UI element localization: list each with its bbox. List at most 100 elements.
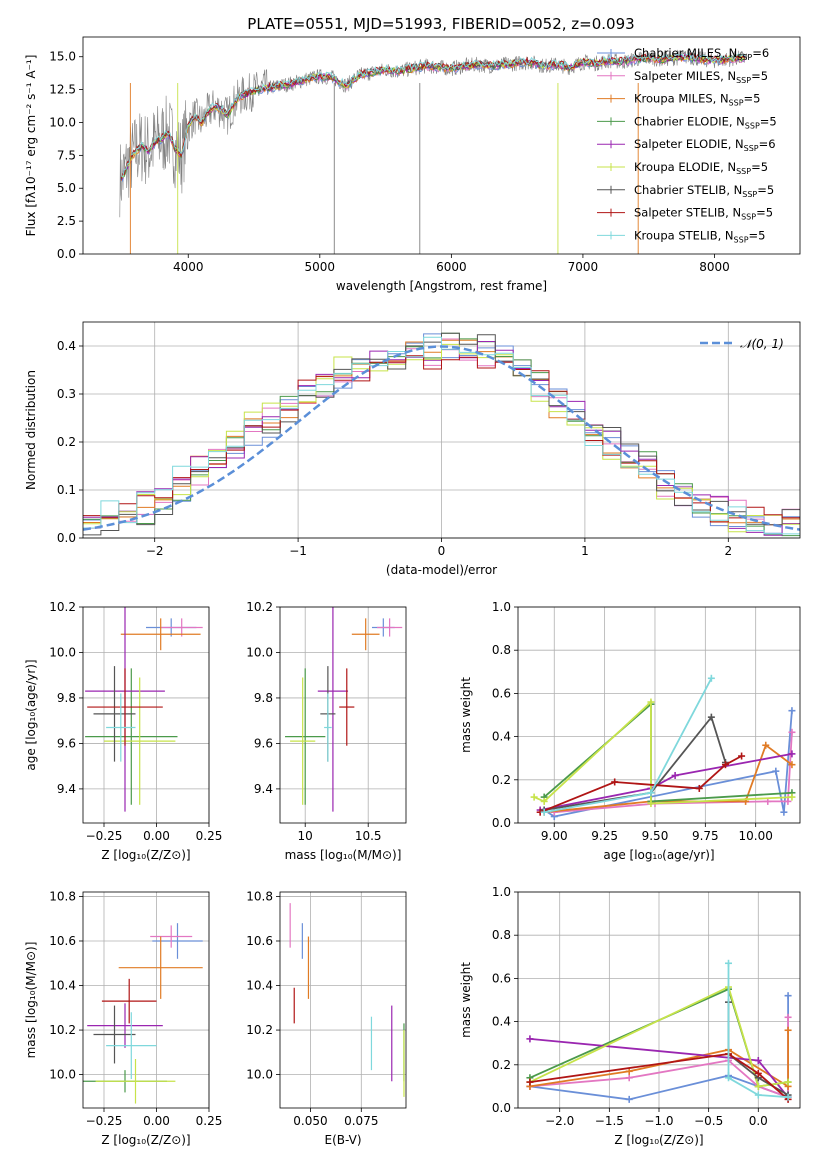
weight-vs-Z-ylabel: mass weight xyxy=(459,962,473,1038)
weight-vs-age-axes: 9.00 9.25 9.50 9.75 10.00 0.0 0.2 0.4 0.6 0.8 1.0 a… xyxy=(459,600,801,862)
errorbar-point xyxy=(290,677,316,805)
spectrum-ytick-label: 10.0 xyxy=(49,115,76,129)
weight-point-marker xyxy=(725,1074,733,1082)
weight-series-line xyxy=(533,699,792,805)
weight-point-marker xyxy=(707,674,715,682)
weight-point-marker xyxy=(772,767,780,775)
residuals-xtick-label: −2 xyxy=(146,544,164,558)
weight-point-marker xyxy=(788,750,796,758)
spectrum-xtick-label: 7000 xyxy=(568,260,599,274)
weight-vs-Z-ytick-label: 0.2 xyxy=(492,1058,511,1072)
weight-point-marker xyxy=(707,713,715,721)
errorbar-point xyxy=(160,618,203,637)
weight-series-line xyxy=(727,963,789,1099)
figure-title: PLATE=0551, MJD=51993, FIBERID=0052, z=0… xyxy=(247,15,634,33)
weight-vs-age-ytick-label: 0.8 xyxy=(492,643,511,657)
age-vs-mass-xtick-label: 10 xyxy=(298,829,313,843)
errorbar-point xyxy=(377,618,403,637)
mass-vs-EBV-ytick-label: 10.2 xyxy=(246,1023,273,1037)
mass-vs-EBV-ytick-label: 10.0 xyxy=(246,1068,273,1082)
weight-point-marker xyxy=(647,800,655,808)
weight-vs-age-xtick-label: 10.00 xyxy=(739,829,773,843)
age-vs-Z-ytick-label: 10.2 xyxy=(49,600,76,614)
spectrum-ytick-label: 7.5 xyxy=(57,148,76,162)
age-vs-Z-plot-area xyxy=(85,607,203,812)
spectrum-xlabel: wavelength [Angstrom, rest frame] xyxy=(336,279,547,293)
mass-vs-EBV-axes: 0.050 0.075 10.0 10.2 10.4 10.6 10.8 E(B-V) xyxy=(246,889,407,1147)
residuals-plot-area xyxy=(83,332,800,537)
legend-label: Chabrier MILES, NSSP=6 xyxy=(634,46,769,62)
spectrum-xtick-label: 5000 xyxy=(305,260,336,274)
weight-vs-Z-xlabel: Z [log₁₀(Z/Z⊙)] xyxy=(614,1133,703,1147)
mass-vs-EBV-ytick-label: 10.4 xyxy=(246,979,273,993)
age-vs-mass-ytick-label: 9.4 xyxy=(254,782,273,796)
legend-label: Salpeter STELIB, NSSP=5 xyxy=(634,206,773,222)
errorbar-point xyxy=(93,666,136,762)
legend-label: Chabrier STELIB, NSSP=5 xyxy=(634,183,774,199)
residuals-xtick-label: 2 xyxy=(724,544,732,558)
residuals-xtick-label: 1 xyxy=(581,544,589,558)
weight-point-marker xyxy=(611,778,619,786)
weight-point-marker xyxy=(526,1035,534,1043)
mass-vs-EBV-plot-area xyxy=(289,903,405,1097)
errorbar-point xyxy=(104,677,176,805)
errorbar-point xyxy=(87,668,163,746)
age-vs-mass-xlabel: mass [log₁₀(M/M⊙)] xyxy=(285,848,402,862)
weight-vs-age-xtick-label: 9.75 xyxy=(692,829,719,843)
weight-vs-Z-xtick-label: 0.0 xyxy=(749,1114,768,1128)
age-vs-mass-xtick-label: 10.5 xyxy=(355,829,382,843)
residuals-xlabel: (data-model)/error xyxy=(386,563,497,577)
residuals-xtick-label: −1 xyxy=(289,544,307,558)
age-vs-mass-ytick-label: 9.6 xyxy=(254,736,273,750)
mass-vs-Z-ytick-label: 10.2 xyxy=(49,1023,76,1037)
weight-vs-Z-frame xyxy=(517,891,801,1109)
residuals-axes: −2 −1 0 1 2 0.0 0.1 0.2 0.3 0.4 (data-model)/error… xyxy=(24,321,801,577)
residuals-xtick-label: 0 xyxy=(438,544,446,558)
weight-point-marker xyxy=(784,992,792,1000)
weight-point-marker xyxy=(784,797,792,805)
residuals-ytick-label: 0.0 xyxy=(57,531,76,545)
weight-point-marker xyxy=(647,789,655,797)
mass-vs-Z-xtick-label: 0.25 xyxy=(196,1114,223,1128)
spectrum-xtick-label: 8000 xyxy=(699,260,730,274)
errorbar-point xyxy=(285,668,326,805)
weight-vs-age-ytick-label: 0.2 xyxy=(492,773,511,787)
legend-label: Salpeter ELODIE, NSSP=6 xyxy=(634,137,776,153)
mass-vs-EBV-xlabel: E(B-V) xyxy=(324,1133,361,1147)
age-vs-mass-axes: 10 10.5 9.4 9.6 9.8 10.0 10.2 mass [log₁₀(M/M⊙)… xyxy=(246,600,407,862)
normal-curve xyxy=(83,345,800,531)
weight-vs-Z-xtick-label: −1.5 xyxy=(595,1114,624,1128)
age-vs-Z-axes: −0.25 0.00 0.25 9.4 9.6 9.8 10.0 10.2 Z [log₁₀(Z… xyxy=(24,600,222,862)
age-vs-Z-frame xyxy=(82,606,210,824)
spectrum-ytick-label: 0.0 xyxy=(57,247,76,261)
legend-label: Salpeter MILES, NSSP=5 xyxy=(634,69,768,85)
mass-vs-Z-ytick-label: 10.6 xyxy=(49,934,76,948)
mass-vs-Z-xtick-label: −0.25 xyxy=(86,1114,123,1128)
age-vs-mass-frame xyxy=(279,606,407,824)
mass-vs-Z-ylabel: mass [log₁₀(M/M⊙)] xyxy=(24,942,38,1059)
mass-vs-Z-xtick-label: 0.00 xyxy=(143,1114,170,1128)
mass-vs-Z-axes: −0.25 0.00 0.25 10.0 10.2 10.4 10.6 10.8 Z [log₁… xyxy=(24,889,222,1147)
spectrum-xtick-label: 6000 xyxy=(436,260,467,274)
mass-vs-Z-grid xyxy=(83,892,210,1108)
age-vs-mass-grid xyxy=(280,606,406,823)
weight-point-marker xyxy=(625,1074,633,1082)
spectrum-ylabel: Flux [fλ10⁻¹⁷ erg cm⁻² s⁻¹ A⁻¹] xyxy=(24,55,38,237)
weight-vs-Z-ytick-label: 0.0 xyxy=(492,1101,511,1115)
errorbar-point xyxy=(101,978,157,1024)
errorbar-point xyxy=(317,607,349,812)
legend-label: Kroupa ELODIE, NSSP=5 xyxy=(634,160,768,176)
mass-vs-Z-plot-area xyxy=(83,923,203,1104)
weight-vs-age-ytick-label: 0.6 xyxy=(492,686,511,700)
spectrum-legend: Chabrier MILES, NSSP=6 Salpeter MILES, NS… xyxy=(597,46,777,244)
weight-point-marker xyxy=(625,1095,633,1103)
errorbar-point xyxy=(152,923,203,959)
weight-point-marker xyxy=(788,728,796,736)
age-vs-Z-xtick-label: 0.00 xyxy=(143,829,170,843)
weight-point-marker xyxy=(788,707,796,715)
mass-vs-EBV-grid xyxy=(280,892,406,1108)
residual-histogram xyxy=(83,355,800,523)
age-vs-Z-ytick-label: 9.4 xyxy=(57,782,76,796)
mass-vs-EBV-frame xyxy=(279,891,407,1109)
residual-histogram xyxy=(83,336,800,535)
